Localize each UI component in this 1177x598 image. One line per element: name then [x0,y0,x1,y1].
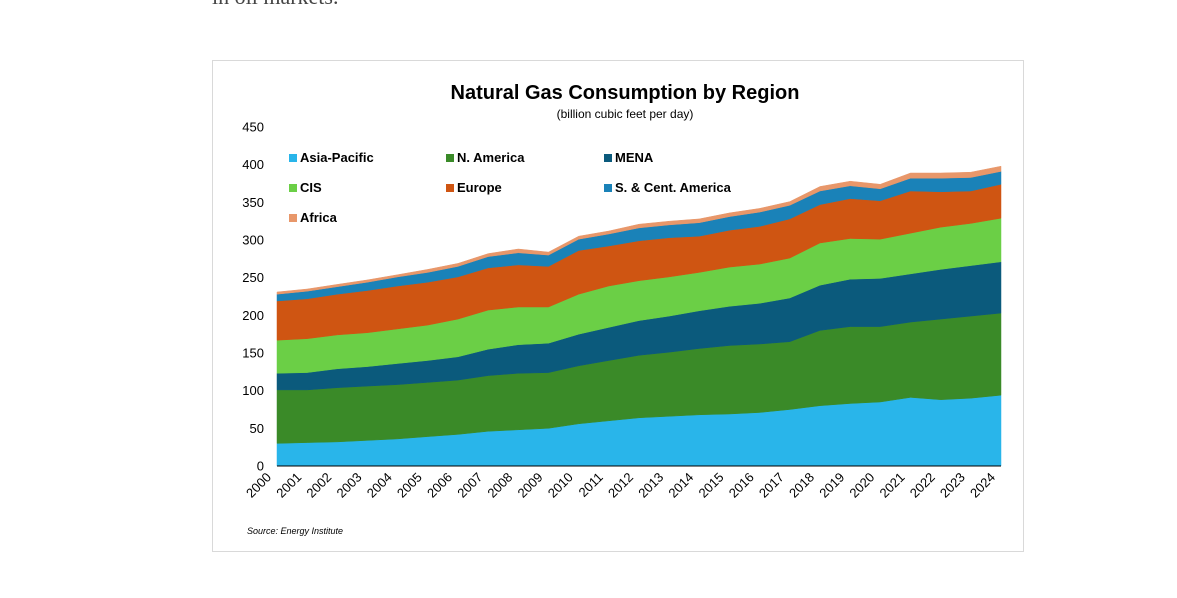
chart-figure: Natural Gas Consumption by Region (billi… [212,60,1024,552]
x-tick-label: 2004 [364,470,395,501]
x-tick-label: 2019 [816,470,847,501]
legend-swatch [604,184,612,192]
x-tick-label: 2015 [696,470,727,501]
x-tick-label: 2020 [846,470,877,501]
legend-item-asia-pacific: Asia-Pacific [289,150,374,165]
legend-label: Europe [457,180,502,195]
area-layer [276,165,1002,467]
y-tick-label: 0 [257,459,264,474]
legend-swatch [289,154,297,162]
chart-title: Natural Gas Consumption by Region [451,82,800,104]
legend-label: CIS [300,180,322,195]
x-tick-label: 2008 [484,470,515,501]
x-tick-label: 2017 [756,470,787,501]
legend-item-cis: CIS [289,180,322,195]
x-tick-label: 2009 [515,470,546,501]
x-tick-label: 2001 [273,470,304,501]
y-tick-label: 100 [242,383,264,398]
y-tick-label: 50 [250,421,264,436]
x-tick-label: 2007 [454,470,485,501]
x-tick-label: 2013 [635,470,666,501]
legend-item-n-america: N. America [446,150,525,165]
x-tick-label: 2014 [665,470,696,501]
legend-item-mena: MENA [604,150,654,165]
x-tick-label: 2003 [334,470,365,501]
x-tick-label: 2000 [243,470,274,501]
x-tick-label: 2016 [726,470,757,501]
legend-swatch [289,214,297,222]
legend-label: N. America [457,150,525,165]
y-tick-label: 200 [242,308,264,323]
natural-gas-chart: Natural Gas Consumption by Region (billi… [242,82,1002,536]
legend: Asia-Pacific N. America MENA CIS Europe S. & … [289,150,732,225]
x-tick-label: 2024 [967,470,998,501]
x-tick-label: 2005 [394,470,425,501]
legend-label: S. & Cent. America [615,180,732,195]
legend-swatch [446,154,454,162]
x-tick-label: 2021 [877,470,908,501]
legend-label: Asia-Pacific [300,150,374,165]
x-tick-label: 2010 [545,470,576,501]
y-tick-label: 400 [242,157,264,172]
legend-swatch [604,154,612,162]
x-tick-label: 2002 [303,470,334,501]
article-paragraph-fragment: in oil markets. [212,0,338,10]
y-tick-label: 250 [242,270,264,285]
legend-label: MENA [615,150,654,165]
x-tick-label: 2006 [424,470,455,501]
x-tick-label: 2018 [786,470,817,501]
legend-item-europe: Europe [446,180,502,195]
chart-subtitle: (billion cubic feet per day) [557,107,694,121]
x-tick-label: 2011 [576,470,606,500]
x-tick-label: 2012 [605,470,636,501]
legend-label: Africa [300,210,338,225]
x-tick-label: 2022 [907,470,938,501]
legend-swatch [289,184,297,192]
y-tick-label: 300 [242,233,264,248]
legend-item-s-cent-america: S. & Cent. America [604,180,732,195]
area-africa [276,165,1002,295]
y-tick-label: 350 [242,195,264,210]
y-tick-label: 150 [242,346,264,361]
source-note: Source: Energy Institute [247,526,343,536]
legend-item-africa: Africa [289,210,338,225]
legend-swatch [446,184,454,192]
y-tick-label: 450 [242,120,264,135]
x-tick-label: 2023 [937,470,968,501]
